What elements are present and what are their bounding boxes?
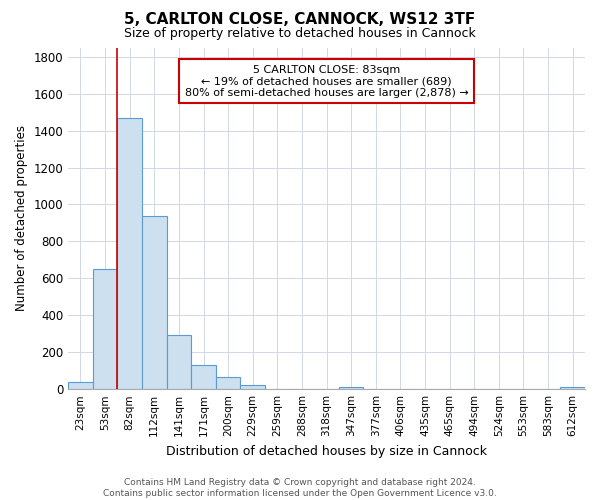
Bar xyxy=(93,269,118,389)
Bar xyxy=(339,386,364,389)
Bar xyxy=(118,118,142,389)
Bar xyxy=(560,386,585,389)
Bar xyxy=(216,377,241,389)
Text: 5, CARLTON CLOSE, CANNOCK, WS12 3TF: 5, CARLTON CLOSE, CANNOCK, WS12 3TF xyxy=(124,12,476,28)
Text: Contains HM Land Registry data © Crown copyright and database right 2024.
Contai: Contains HM Land Registry data © Crown c… xyxy=(103,478,497,498)
Bar xyxy=(68,382,93,389)
Text: 5 CARLTON CLOSE: 83sqm
← 19% of detached houses are smaller (689)
80% of semi-de: 5 CARLTON CLOSE: 83sqm ← 19% of detached… xyxy=(185,64,469,98)
X-axis label: Distribution of detached houses by size in Cannock: Distribution of detached houses by size … xyxy=(166,444,487,458)
Bar xyxy=(167,334,191,389)
Text: Size of property relative to detached houses in Cannock: Size of property relative to detached ho… xyxy=(124,28,476,40)
Bar xyxy=(241,385,265,389)
Bar xyxy=(142,216,167,389)
Bar xyxy=(191,365,216,389)
Y-axis label: Number of detached properties: Number of detached properties xyxy=(15,126,28,312)
